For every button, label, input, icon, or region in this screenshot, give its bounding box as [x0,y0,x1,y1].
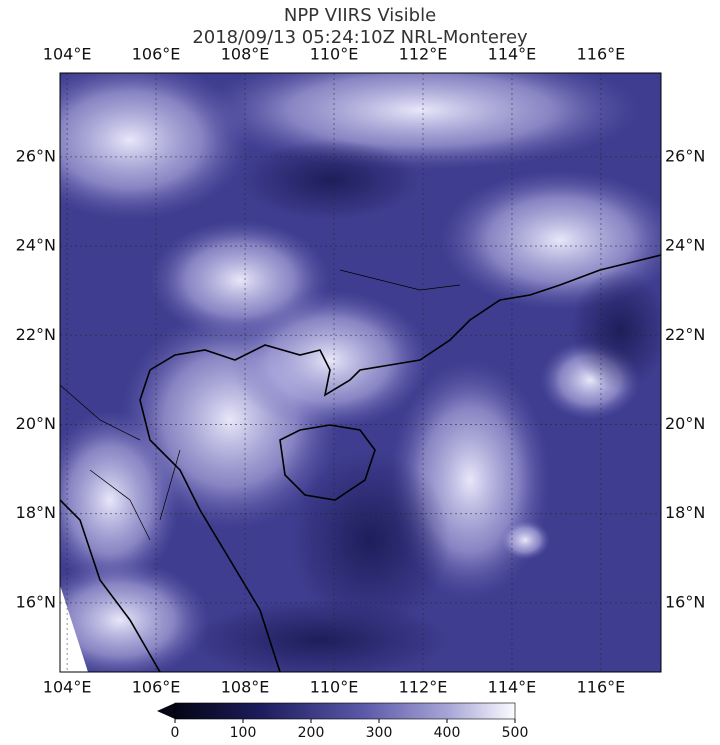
colorbar-tick-label: 500 [502,725,529,741]
lon-label-top: 108°E [221,45,270,64]
lon-label-top: 110°E [310,45,359,64]
subtitle: 2018/09/13 05:24:10Z NRL-Monterey [192,27,528,48]
lat-label-right: 16°N [665,592,705,611]
colorbar-tick-label: 200 [298,725,325,741]
lon-label-bottom: 114°E [488,678,537,697]
lat-label-right: 18°N [665,503,705,522]
graticule [60,73,661,672]
lon-label-bottom: 106°E [132,678,181,697]
lat-label-left: 22°N [16,325,56,344]
title: NPP VIIRS Visible [284,5,436,26]
lat-label-right: 22°N [665,325,705,344]
colorbar-tick-label: 0 [171,725,180,741]
colorbar-tick-label: 400 [434,725,461,741]
lat-label-left: 26°N [16,146,56,165]
lat-label-right: 20°N [665,414,705,433]
lat-label-left: 24°N [16,236,56,255]
colorbar: 0 100 200 300 400 500 [157,702,529,741]
lat-label-left: 20°N [16,414,56,433]
lon-label-top: 106°E [132,45,181,64]
axis-labels: 104°E 104°E 106°E 106°E 108°E 108°E 110°E 110°E… [16,45,706,697]
lon-label-bottom: 112°E [399,678,448,697]
lat-label-left: 16°N [16,592,56,611]
colorbar-tick-label: 300 [366,725,393,741]
lon-label-top: 114°E [488,45,537,64]
lon-label-bottom: 108°E [221,678,270,697]
colorbar-tick-label: 100 [230,725,257,741]
colorbar-extend [157,703,175,719]
lon-label-bottom: 110°E [310,678,359,697]
lat-label-left: 18°N [16,503,56,522]
lon-label-top: 104°E [43,45,92,64]
map-frame [59,72,662,673]
lat-label-right: 26°N [665,146,705,165]
lon-label-bottom: 104°E [43,678,92,697]
lat-label-right: 24°N [665,236,705,255]
lon-label-bottom: 116°E [577,678,626,697]
lon-label-top: 116°E [577,45,626,64]
lon-label-top: 112°E [399,45,448,64]
colorbar-bar [174,702,516,720]
satellite-image [60,73,661,672]
